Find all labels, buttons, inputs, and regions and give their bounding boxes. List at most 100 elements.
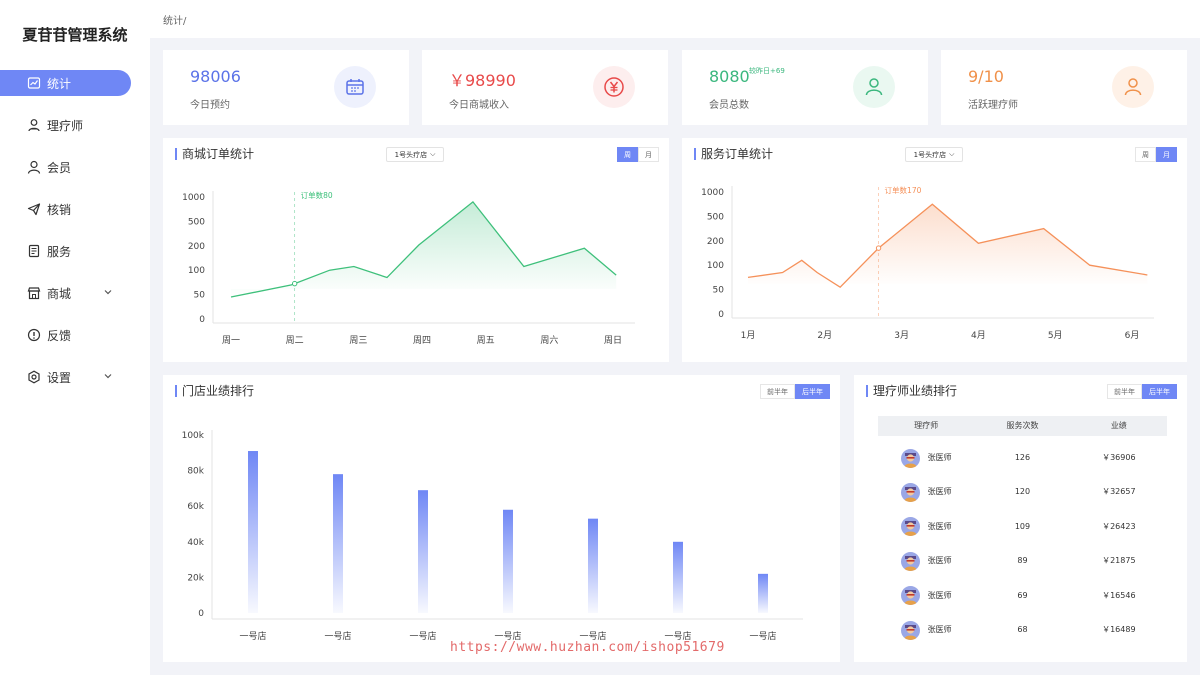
data-point[interactable] (291, 280, 298, 287)
column-header: 理疗师 (914, 421, 939, 430)
service-chart-title: 服务订单统计 (694, 148, 773, 160)
therapist-cell: 张医师 (878, 517, 974, 537)
table-row[interactable]: 张医师 68 ￥16489 (878, 617, 1167, 643)
therapist-cell: 张医师 (878, 448, 974, 468)
sidebar-item-chart-line[interactable]: 统计 (0, 70, 131, 96)
x-tick-label: 1月 (741, 330, 756, 341)
therapist-name: 张医师 (927, 453, 952, 462)
therapist-half-toggle: 前半年 后半年 (1107, 384, 1177, 399)
bar[interactable] (418, 490, 428, 613)
service-period-toggle: 周月 (1135, 147, 1177, 162)
breadcrumb[interactable]: 统计/ (163, 16, 187, 27)
sidebar-item-label: 商城 (47, 286, 72, 301)
table-row[interactable]: 张医师 126 ￥36906 (878, 445, 1167, 471)
bar[interactable] (248, 451, 258, 613)
x-tick-label: 2月 (817, 330, 832, 341)
user-icon (1112, 66, 1154, 108)
service-count: 126 (1014, 453, 1031, 462)
y-tick-label: 80k (187, 467, 204, 477)
toggle-option[interactable]: 周 (1135, 147, 1156, 162)
y-tick-label: 0 (718, 310, 724, 320)
service-count: 69 (1017, 590, 1028, 600)
x-tick-label: 周二 (286, 335, 304, 346)
sidebar-item-therapist[interactable]: 理疗师 (0, 112, 131, 138)
toggle-option[interactable]: 周 (617, 147, 638, 162)
calendar-icon (334, 66, 376, 108)
sidebar-item-store[interactable]: 商城 (0, 280, 131, 306)
member-icon (27, 160, 41, 174)
stat-value: 9/10 (968, 67, 1004, 86)
sidebar-item-document[interactable]: 服务 (0, 238, 131, 264)
stat-card: 9/10 活跃理疗师 (941, 50, 1187, 125)
sidebar-item-send[interactable]: 核销 (0, 196, 131, 222)
mall-period-toggle: 周月 (617, 147, 659, 162)
service-store-select[interactable]: 1号头疗店 ⌵ (905, 147, 963, 162)
chart-line-icon (27, 77, 41, 89)
avatar (900, 586, 920, 606)
data-point[interactable] (875, 245, 882, 251)
y-tick-label: 1000 (701, 188, 724, 198)
avatar (900, 551, 920, 571)
service-count: 89 (1017, 556, 1028, 566)
avatar (900, 482, 920, 502)
bar[interactable] (333, 474, 343, 613)
sidebar-item-label: 核销 (47, 202, 72, 217)
sidebar-item-settings[interactable]: 设置 (0, 364, 131, 390)
therapist-rank-card: 理疗师业绩排行 前半年 后半年 理疗师 服务次数 业绩 张医师 126 ￥36906 张… (854, 375, 1187, 662)
bar[interactable] (758, 573, 768, 613)
mall-chart-title: 商城订单统计 (175, 148, 254, 160)
x-tick-label: 周四 (413, 335, 431, 346)
store-icon (27, 287, 41, 300)
therapist-name: 张医师 (927, 556, 952, 566)
toggle-option[interactable]: 后半年 (795, 384, 830, 399)
stat-label: 活跃理疗师 (968, 100, 1018, 111)
document-icon (28, 244, 40, 258)
settings-icon (28, 370, 40, 384)
chevron-down-icon[interactable] (103, 371, 113, 381)
performance-amount: ￥21875 (1102, 556, 1136, 566)
store-half-toggle: 前半年 后半年 (760, 384, 830, 399)
therapist-cell: 张医师 (878, 586, 974, 606)
x-tick-label: 一号店 (324, 630, 351, 642)
x-tick-label: 6月 (1125, 330, 1140, 341)
toggle-option[interactable]: 月 (1156, 147, 1177, 162)
mall-store-select[interactable]: 1号头疗店 ⌵ (386, 147, 444, 162)
x-tick-label: 周一 (222, 335, 240, 346)
toggle-option[interactable]: 前半年 (1107, 384, 1142, 399)
chevron-down-icon: ⌵ (949, 150, 955, 158)
send-icon (27, 203, 41, 216)
therapist-name: 张医师 (927, 521, 952, 531)
sidebar-item-alert[interactable]: 反馈 (0, 322, 131, 348)
stat-card: 98006 今日预约 (163, 50, 409, 125)
y-tick-label: 1000 (182, 193, 205, 203)
x-tick-label: 一号店 (579, 630, 606, 642)
watermark: https://www.huzhan.com/ishop51679 (450, 640, 725, 655)
sidebar: 夏苷苷管理系统 统计 理疗师 会员 核销 服务 商城 反馈 设置 (0, 0, 150, 675)
toggle-option[interactable]: 前半年 (760, 384, 795, 399)
x-tick-label: 周六 (540, 334, 558, 346)
table-row[interactable]: 张医师 89 ￥21875 (878, 548, 1167, 574)
table-row[interactable]: 张医师 69 ￥16546 (878, 583, 1167, 609)
stat-label: 今日商城收入 (449, 100, 509, 111)
sidebar-item-label: 服务 (47, 244, 72, 259)
toggle-option[interactable]: 月 (638, 147, 659, 162)
stat-label: 会员总数 (709, 100, 749, 111)
y-tick-label: 100 (707, 261, 724, 271)
yen-icon (593, 66, 635, 108)
table-row[interactable]: 张医师 109 ￥26423 (878, 514, 1167, 540)
y-tick-label: 500 (188, 217, 205, 227)
bar[interactable] (588, 518, 598, 613)
therapist-name: 张医师 (927, 590, 952, 600)
therapist-name: 张医师 (927, 487, 952, 497)
stat-value: 8080 (709, 67, 750, 86)
stat-card: ￥98990 今日商城收入 (422, 50, 668, 125)
bar[interactable] (503, 509, 513, 613)
stat-delta: 较昨日+69 (749, 67, 785, 75)
sidebar-item-member[interactable]: 会员 (0, 154, 131, 180)
bar[interactable] (673, 541, 683, 613)
toggle-option[interactable]: 后半年 (1142, 384, 1177, 399)
y-tick-label: 50 (713, 286, 725, 296)
chevron-down-icon[interactable] (103, 287, 113, 297)
table-row[interactable]: 张医师 120 ￥32657 (878, 479, 1167, 505)
sidebar-item-label: 理疗师 (47, 118, 84, 133)
